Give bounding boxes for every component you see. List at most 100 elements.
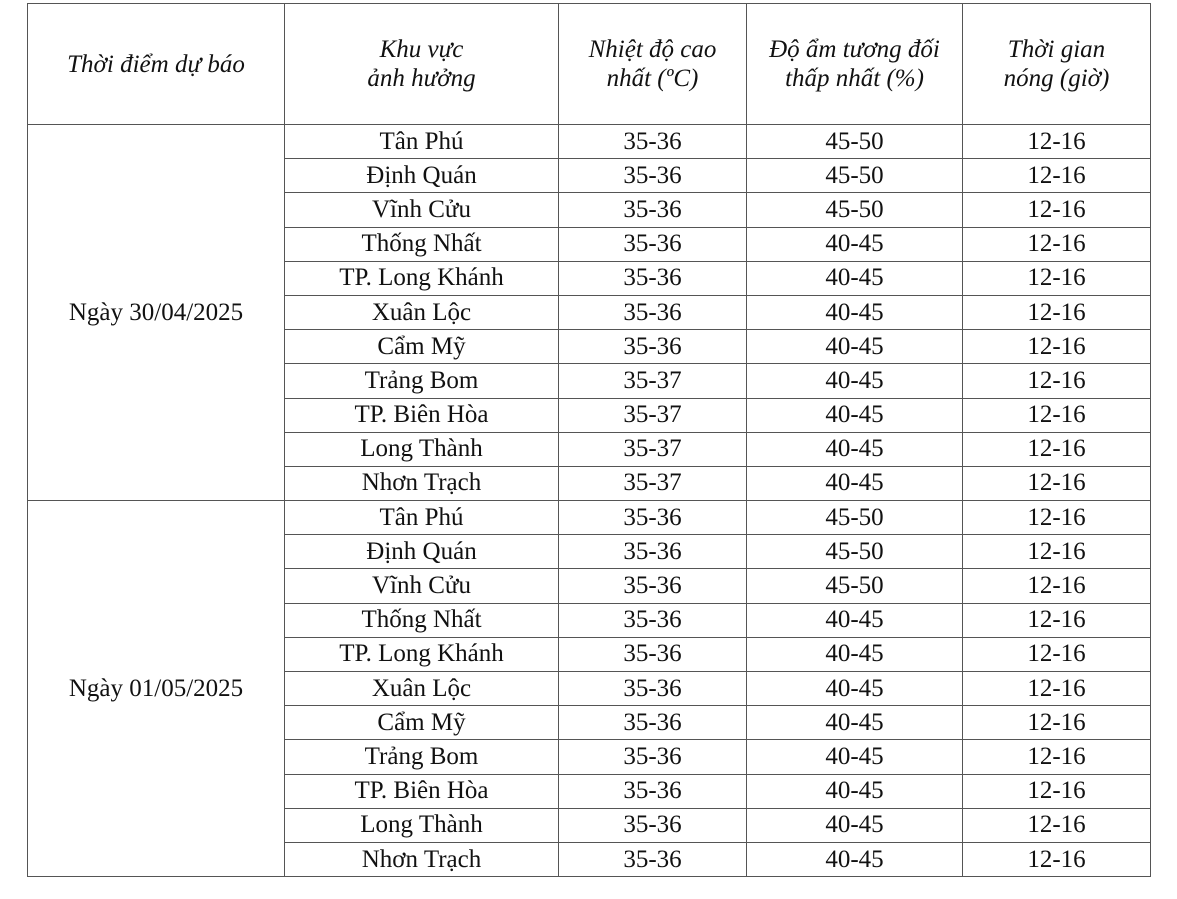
hot-duration-cell: 12-16 [962,670,1151,707]
max-temp-cell: 35-36 [558,773,747,809]
hot-duration-cell: 12-16 [962,841,1151,878]
max-temp-cell: 35-36 [558,158,747,194]
max-temp-cell: 35-36 [558,568,747,604]
area-cell: TP. Long Khánh [284,636,559,673]
hot-duration-cell: 12-16 [962,158,1151,194]
min-humidity-cell: 40-45 [746,636,963,673]
hot-duration-cell: 12-16 [962,431,1151,467]
table-row: Xuân Lộc 35-36 40-45 12-16 [28,294,1151,331]
min-humidity-cell: 40-45 [746,841,963,878]
max-temp-cell: 35-36 [558,841,747,878]
table-row: Vĩnh Cửu 35-36 45-50 12-16 [28,568,1151,604]
max-temp-cell: 35-36 [558,636,747,673]
min-humidity-cell: 45-50 [746,568,963,604]
hot-duration-cell: 12-16 [962,773,1151,809]
min-humidity-cell: 40-45 [746,260,963,296]
min-humidity-cell: 40-45 [746,226,963,262]
table-row: Cẩm Mỹ 35-36 40-45 12-16 [28,329,1151,365]
max-temp-cell: 35-37 [558,465,747,502]
table-row: Long Thành 35-36 40-45 12-16 [28,807,1151,843]
max-temp-cell: 35-36 [558,739,747,775]
hot-duration-cell: 12-16 [962,465,1151,502]
min-humidity-cell: 40-45 [746,363,963,399]
min-humidity-cell: 40-45 [746,739,963,775]
min-humidity-cell: 40-45 [746,807,963,843]
hot-duration-cell: 12-16 [962,568,1151,604]
table-row: Ngày 30/04/2025 Tân Phú 35-36 45-50 12-16 [27,123,1151,502]
hot-duration-cell: 12-16 [962,602,1151,638]
area-cell: Thống Nhất [284,226,559,262]
min-humidity-cell: 40-45 [746,705,963,741]
max-temp-cell: 35-36 [558,294,747,331]
hot-duration-cell: 12-16 [962,226,1151,262]
table-row: Nhơn Trạch 35-36 40-45 12-16 [28,841,1151,878]
max-temp-cell: 35-36 [558,260,747,296]
min-humidity-cell: 45-50 [746,534,963,570]
table-row: TP. Long Khánh 35-36 40-45 12-16 [28,260,1151,296]
min-humidity-cell: 40-45 [746,294,963,331]
area-cell: Xuân Lộc [284,294,559,331]
area-cell: Trảng Bom [284,739,559,775]
min-humidity-cell: 45-50 [746,500,963,536]
forecast-date: Ngày 01/05/2025 [27,500,285,878]
area-cell: Long Thành [284,431,559,467]
max-temp-cell: 35-36 [558,123,747,160]
min-humidity-cell: 40-45 [746,670,963,707]
table-row: Nhơn Trạch 35-37 40-45 12-16 [28,465,1151,502]
table-row: TP. Long Khánh 35-36 40-45 12-16 [28,636,1151,673]
hot-duration-cell: 12-16 [962,500,1151,536]
max-temp-cell: 35-36 [558,670,747,707]
area-cell: TP. Long Khánh [284,260,559,296]
max-temp-cell: 35-36 [558,705,747,741]
header-area: Khu vực ảnh hưởng [284,3,559,125]
area-cell: Trảng Bom [284,363,559,399]
hot-duration-cell: 12-16 [962,636,1151,673]
hot-duration-cell: 12-16 [962,807,1151,843]
max-temp-cell: 35-36 [558,226,747,262]
forecast-date: Ngày 30/04/2025 [27,123,285,502]
max-temp-cell: 35-37 [558,363,747,399]
table-row: Thống Nhất 35-36 40-45 12-16 [28,226,1151,262]
hot-duration-cell: 12-16 [962,192,1151,228]
table-row: Ngày 01/05/2025 Tân Phú 35-36 45-50 12-16 [27,500,1151,878]
min-humidity-cell: 40-45 [746,431,963,467]
max-temp-cell: 35-36 [558,807,747,843]
header-row: Thời điểm dự báo Khu vực ảnh hưởng Nhiệt… [27,3,1151,125]
area-cell: Vĩnh Cửu [284,568,559,604]
table-row: Trảng Bom 35-36 40-45 12-16 [28,739,1151,775]
min-humidity-cell: 40-45 [746,602,963,638]
area-cell: Vĩnh Cửu [284,192,559,228]
area-cell: Long Thành [284,807,559,843]
min-humidity-cell: 45-50 [746,158,963,194]
area-cell: Định Quán [284,158,559,194]
table-row: Cẩm Mỹ 35-36 40-45 12-16 [28,705,1151,741]
min-humidity-cell: 40-45 [746,773,963,809]
hot-duration-cell: 12-16 [962,329,1151,365]
area-cell: Thống Nhất [284,602,559,638]
area-cell: TP. Biên Hòa [284,397,559,433]
max-temp-cell: 35-37 [558,431,747,467]
hot-duration-cell: 12-16 [962,705,1151,741]
max-temp-cell: 35-36 [558,329,747,365]
table-row: Xuân Lộc 35-36 40-45 12-16 [28,670,1151,707]
header-hot-duration: Thời gian nóng (giờ) [962,3,1151,125]
area-cell: Nhơn Trạch [284,465,559,502]
table-row: Trảng Bom 35-37 40-45 12-16 [28,363,1151,399]
min-humidity-cell: 40-45 [746,397,963,433]
max-temp-cell: 35-36 [558,602,747,638]
area-cell: Định Quán [284,534,559,570]
area-cell: Tân Phú [284,500,559,536]
area-cell: Cẩm Mỹ [284,329,559,365]
max-temp-cell: 35-36 [558,534,747,570]
hot-duration-cell: 12-16 [962,260,1151,296]
max-temp-cell: 35-37 [558,397,747,433]
min-humidity-cell: 40-45 [746,465,963,502]
table-row: Long Thành 35-37 40-45 12-16 [28,431,1151,467]
table-row: Định Quán 35-36 45-50 12-16 [28,534,1151,570]
hot-duration-cell: 12-16 [962,363,1151,399]
min-humidity-cell: 40-45 [746,329,963,365]
area-cell: Nhơn Trạch [284,841,559,878]
area-cell: TP. Biên Hòa [284,773,559,809]
area-cell: Tân Phú [284,123,559,160]
table-row: TP. Biên Hòa 35-37 40-45 12-16 [28,397,1151,433]
